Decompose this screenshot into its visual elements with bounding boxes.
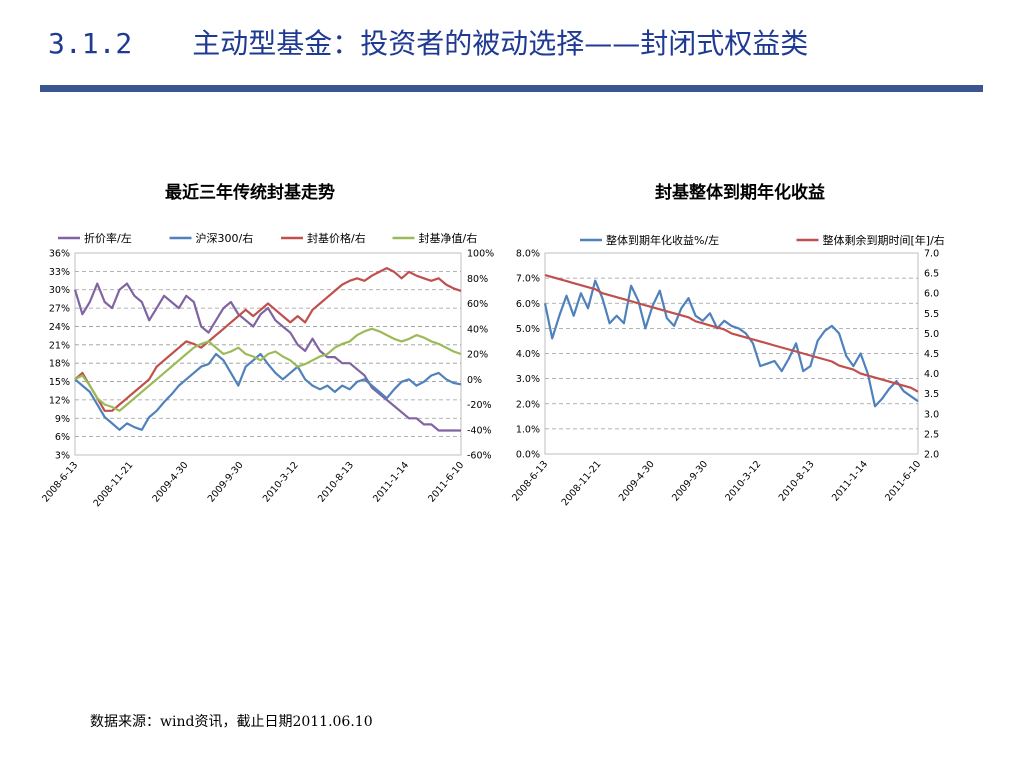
slide-title: 3.1.2 主动型基金：投资者的被动选择——封闭式权益类 bbox=[48, 22, 808, 62]
chart1-left-tick-label: 24% bbox=[49, 322, 70, 333]
chart1-right-tick-label: 20% bbox=[467, 350, 488, 361]
chart1-series-line-2 bbox=[74, 266, 462, 412]
chart1-x-tick-label: 2010-8-13 bbox=[316, 460, 356, 505]
chart1-left-tick-label: 12% bbox=[49, 395, 70, 406]
chart2-right-tick-label: 2.5 bbox=[924, 429, 939, 440]
chart1-right-tick-label: 100% bbox=[467, 249, 494, 260]
chart1-series-line-1 bbox=[74, 352, 462, 431]
chart2-series-line-0 bbox=[543, 279, 919, 408]
chart1-x-tick-label: 2011-6-10 bbox=[426, 460, 466, 505]
chart2-right-tick-label: 3.0 bbox=[924, 409, 939, 420]
section-number: 3.1.2 bbox=[48, 27, 133, 60]
chart1-right-tick-label: 80% bbox=[467, 274, 488, 285]
chart2-left-tick-label: 1.0% bbox=[516, 424, 540, 435]
chart2-x-tick-label: 2009-9-30 bbox=[670, 459, 710, 504]
chart1-left-tick-label: 9% bbox=[55, 414, 70, 425]
chart1-right-tick-label: 60% bbox=[467, 299, 488, 310]
chart2-legend-label-1: 整体剩余到期时间[年]/右 bbox=[823, 233, 945, 247]
chart1-right-tick-label: 0% bbox=[467, 375, 482, 386]
chart2-left-tick-label: 8.0% bbox=[516, 249, 540, 260]
chart2-x-tick-label: 2011-6-10 bbox=[883, 459, 923, 504]
chart2-x-tick-label: 2010-3-12 bbox=[723, 459, 763, 504]
chart2-left-tick-label: 3.0% bbox=[516, 374, 540, 385]
chart2-left-tick-label: 5.0% bbox=[516, 324, 540, 335]
chart1-legend-label-3: 封基净值/右 bbox=[419, 231, 478, 245]
chart2-right-tick-label: 4.5 bbox=[924, 349, 939, 360]
chart1-title: 最近三年传统封基走势 bbox=[165, 183, 335, 203]
chart2-right-tick-label: 5.0 bbox=[924, 329, 939, 340]
chart1-x-tick-label: 2009-4-30 bbox=[151, 460, 191, 505]
chart1-legend-label-2: 封基价格/右 bbox=[307, 231, 366, 245]
chart1-series-line-3 bbox=[74, 327, 462, 412]
chart1-left-tick-label: 21% bbox=[49, 340, 70, 351]
chart1-left-tick-label: 18% bbox=[49, 359, 70, 370]
chart1-left-tick-label: 36% bbox=[49, 249, 70, 260]
chart2-x-tick-label: 2009-4-30 bbox=[617, 459, 657, 504]
chart2-left-tick-label: 6.0% bbox=[516, 299, 540, 310]
title-rule bbox=[40, 85, 983, 92]
chart2-right-tick-label: 5.5 bbox=[924, 309, 939, 320]
chart2-right-tick-label: 7.0 bbox=[924, 249, 939, 260]
chart2-left-tick-label: 7.0% bbox=[516, 274, 540, 285]
chart2-x-tick-label: 2008-11-21 bbox=[560, 459, 604, 508]
chart1-left-tick-label: 15% bbox=[49, 377, 70, 388]
chart2-title: 封基整体到期年化收益 bbox=[655, 183, 825, 203]
chart2-left-tick-label: 2.0% bbox=[516, 399, 540, 410]
chart1-svg: 3% 6% 9% 12% 15% 18% 21% 24% 27% 30% 33% 36% -60% -40… bbox=[40, 231, 494, 509]
chart1-left-tick-label: 3% bbox=[55, 451, 70, 462]
chart1-legend-label-1: 沪深300/右 bbox=[196, 231, 254, 245]
chart2-legend-label-0: 整体到期年化收益%/左 bbox=[606, 233, 719, 247]
chart2-svg: 0.0%1.0%2.0%3.0%4.0%5.0%6.0%7.0%8.0%2.02… bbox=[510, 233, 945, 508]
chart2-right-tick-label: 6.0 bbox=[924, 289, 939, 300]
chart1-x-tick-label: 2008-11-21 bbox=[92, 460, 136, 509]
chart2-right-tick-label: 4.0 bbox=[924, 369, 939, 380]
chart2-left-tick-label: 0.0% bbox=[516, 450, 540, 461]
chart2-x-tick-label: 2011-1-14 bbox=[830, 459, 870, 504]
chart1-x-tick-label: 2008-6-13 bbox=[40, 460, 80, 505]
chart1-x-tick-label: 2011-1-14 bbox=[371, 460, 411, 505]
chart1-series-line-0 bbox=[73, 282, 461, 432]
chart1-right-tick-label: -60% bbox=[467, 451, 492, 462]
chart1-legend-label-0: 折价率/左 bbox=[84, 231, 132, 245]
chart1-left-tick-label: 30% bbox=[49, 285, 70, 296]
chart1-left-tick-label: 6% bbox=[55, 432, 70, 443]
chart1-right-tick-label: -20% bbox=[467, 400, 492, 411]
chart2-x-tick-label: 2008-6-13 bbox=[510, 459, 550, 504]
chart1-left-tick-label: 27% bbox=[49, 304, 70, 315]
chart2-right-tick-label: 6.5 bbox=[924, 269, 939, 280]
chart1-right-tick-label: -40% bbox=[467, 425, 492, 436]
chart2-right-tick-label: 3.5 bbox=[924, 389, 939, 400]
chart2-right-tick-label: 2.0 bbox=[924, 450, 939, 461]
chart1-x-tick-label: 2009-9-30 bbox=[206, 460, 246, 505]
chart2-series-line-1 bbox=[544, 274, 919, 393]
chart2-x-tick-label: 2010-8-13 bbox=[777, 459, 817, 504]
title-text: 主动型基金：投资者的被动选择——封闭式权益类 bbox=[192, 27, 809, 60]
chart2-left-tick-label: 4.0% bbox=[516, 349, 540, 360]
chart1-x-tick-label: 2010-3-12 bbox=[261, 460, 301, 505]
chart1-right-tick-label: 40% bbox=[467, 324, 488, 335]
chart1-left-tick-label: 33% bbox=[49, 267, 70, 278]
data-source-note: 数据来源：wind资讯，截止日期2011.06.10 bbox=[90, 714, 373, 730]
